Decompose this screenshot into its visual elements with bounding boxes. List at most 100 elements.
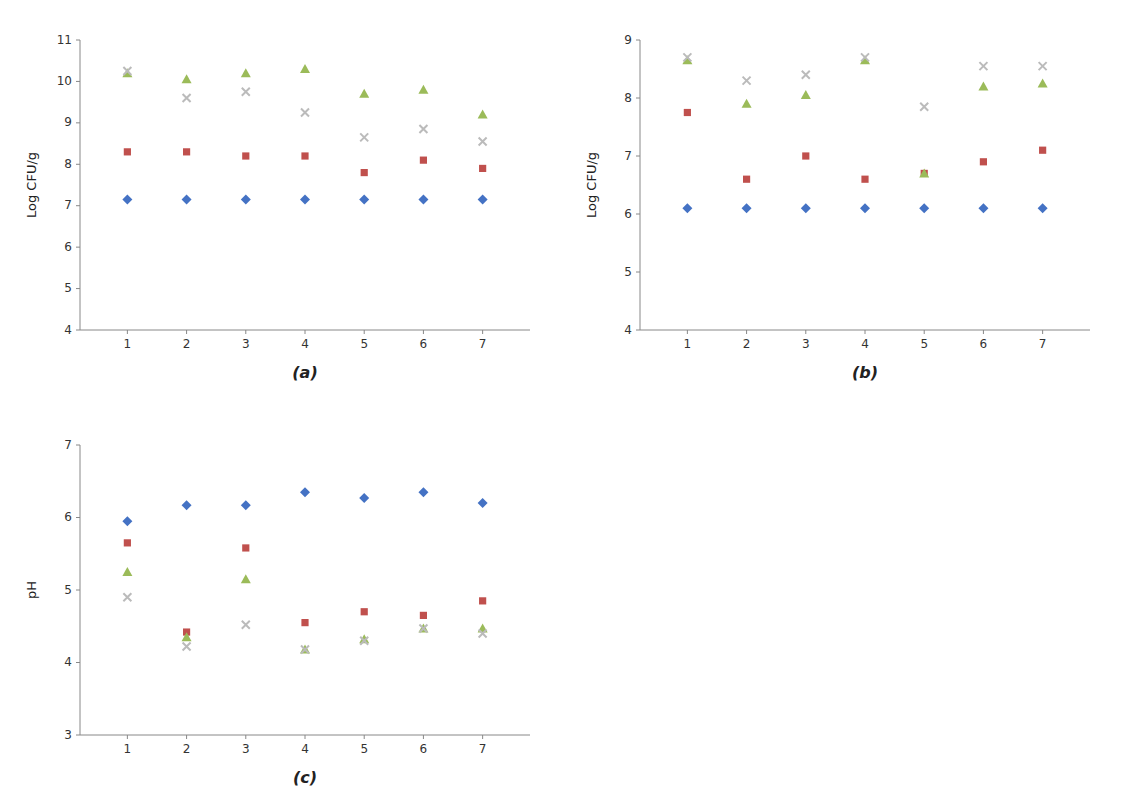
point-diamond: [300, 195, 310, 205]
plot-area: [122, 487, 487, 653]
series: [122, 195, 487, 205]
y-tick-label: 8: [624, 91, 632, 105]
y-tick-label: 6: [64, 510, 72, 524]
point-cross: [1039, 62, 1047, 70]
series: [684, 109, 1046, 183]
x-tick-label: 5: [360, 337, 368, 351]
y-tick: [76, 662, 80, 663]
point-cross: [301, 109, 309, 117]
point-diamond: [418, 487, 428, 497]
series: [682, 203, 1047, 213]
subplot: 4567891234567(b)Log CFU/g: [584, 33, 1090, 383]
point-diamond: [359, 195, 369, 205]
series: [123, 593, 486, 653]
x-tick: [482, 735, 483, 739]
x-tick: [805, 330, 806, 334]
x-tick-label: 5: [360, 742, 368, 756]
point-cross: [802, 71, 810, 79]
point-square: [479, 165, 486, 172]
y-tick-label: 11: [57, 33, 72, 47]
plot-area: [682, 53, 1047, 213]
series: [682, 55, 1047, 177]
x-tick: [423, 330, 424, 334]
x-tick-label: 2: [743, 337, 751, 351]
x-tick: [186, 735, 187, 739]
y-tick: [76, 445, 80, 446]
y-axis-label: Log CFU/g: [584, 152, 599, 218]
point-diamond: [241, 195, 251, 205]
x-tick: [1042, 330, 1043, 334]
point-cross: [861, 53, 869, 61]
point-square: [242, 544, 249, 551]
y-axis-label: Log CFU/g: [24, 152, 39, 218]
point-diamond: [122, 195, 132, 205]
point-diamond: [182, 500, 192, 510]
point-cross: [360, 637, 368, 645]
x-tick: [305, 735, 306, 739]
y-axis-line: [80, 40, 81, 330]
point-square: [684, 109, 691, 116]
y-axis-label: pH: [24, 581, 39, 599]
point-diamond: [978, 203, 988, 213]
y-tick-label: 7: [64, 438, 72, 452]
x-tick: [245, 330, 246, 334]
x-axis-label: (b): [852, 363, 878, 382]
x-axis-label: (c): [293, 768, 317, 787]
series: [122, 567, 487, 654]
point-square: [301, 619, 308, 626]
y-tick-label: 6: [64, 240, 72, 254]
point-cross: [242, 88, 250, 96]
point-cross: [419, 624, 427, 632]
x-tick-label: 4: [861, 337, 869, 351]
point-triangle: [801, 90, 811, 99]
point-square: [1039, 147, 1046, 154]
y-tick: [636, 156, 640, 157]
x-tick-label: 3: [242, 337, 250, 351]
y-tick: [636, 98, 640, 99]
point-diamond: [182, 195, 192, 205]
y-tick: [76, 164, 80, 165]
y-tick-label: 9: [624, 33, 632, 47]
x-tick-label: 5: [920, 337, 928, 351]
point-diamond: [300, 487, 310, 497]
point-diamond: [682, 203, 692, 213]
x-tick-label: 3: [242, 742, 250, 756]
y-tick: [636, 40, 640, 41]
x-tick-label: 6: [980, 337, 988, 351]
y-tick-label: 8: [64, 157, 72, 171]
y-tick: [76, 247, 80, 248]
x-tick: [687, 330, 688, 334]
point-square: [361, 169, 368, 176]
x-tick-label: 1: [124, 337, 132, 351]
point-cross: [479, 630, 487, 638]
series: [683, 53, 1046, 110]
point-triangle: [418, 623, 428, 632]
y-tick: [636, 272, 640, 273]
x-tick: [364, 735, 365, 739]
point-diamond: [742, 203, 752, 213]
point-cross: [183, 643, 191, 651]
point-diamond: [241, 500, 251, 510]
x-tick: [482, 330, 483, 334]
point-cross: [683, 53, 691, 61]
x-tick: [924, 330, 925, 334]
point-cross: [360, 133, 368, 141]
point-triangle: [742, 99, 752, 108]
y-tick-label: 3: [64, 728, 72, 742]
y-tick-label: 6: [624, 207, 632, 221]
point-square: [420, 612, 427, 619]
plot-area: [122, 64, 487, 205]
y-tick-label: 7: [64, 198, 72, 212]
point-square: [124, 148, 131, 155]
point-square: [124, 539, 131, 546]
point-triangle: [1038, 79, 1048, 88]
x-tick-label: 1: [684, 337, 692, 351]
point-diamond: [359, 493, 369, 503]
y-tick-label: 4: [64, 323, 72, 337]
x-tick-label: 4: [301, 742, 309, 756]
point-triangle: [122, 68, 132, 77]
point-diamond: [122, 516, 132, 526]
y-tick-label: 9: [64, 115, 72, 129]
point-diamond: [1038, 203, 1048, 213]
figure: 45678910111234567(a)Log CFU/g45678912345…: [0, 0, 1134, 811]
